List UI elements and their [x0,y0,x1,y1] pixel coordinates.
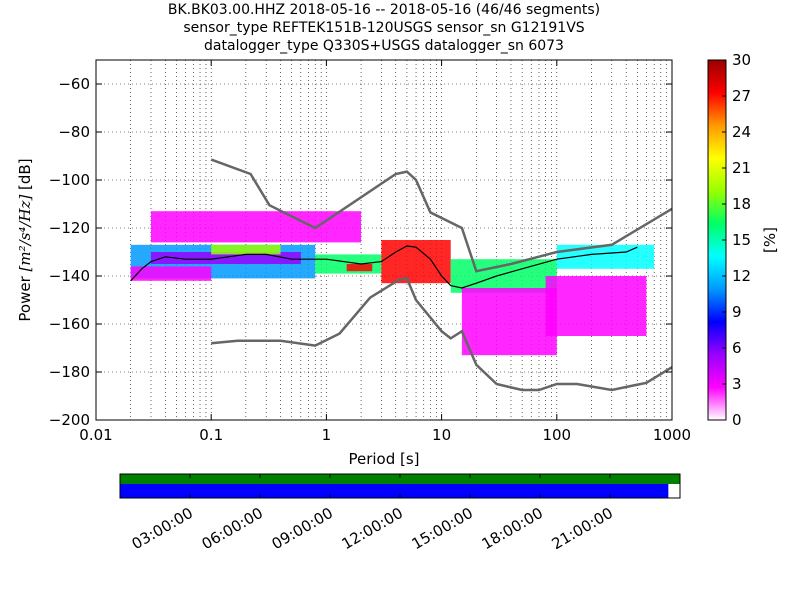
timeline-label: 12:00:00 [339,504,406,553]
density-cell [461,288,557,356]
colorbar-tick-label: 12 [732,267,751,285]
chart-title-line-1: BK.BK03.00.HHZ 2018-05-16 -- 2018-05-16 … [167,2,601,18]
colorbar-tick-label: 18 [732,195,751,213]
colorbar-tick-label: 24 [732,123,751,141]
y-tick-label: −60 [58,75,90,93]
colorbar-tick-label: 27 [732,87,751,105]
noise-model-high [210,158,672,273]
timeline-label: 15:00:00 [409,504,476,553]
x-tick-label: 0.01 [79,426,112,444]
colorbar-label: [%] [761,227,779,253]
mode-curve [130,245,638,289]
y-tick-label: −140 [49,267,90,285]
y-axis-label: Power [m²/s⁴/Hz] [dB] [16,158,34,321]
psd-density [130,211,655,356]
chart-title-line-3: datalogger_type Q330S+USGS datalogger_sn… [204,38,564,54]
noise-model-low [211,277,672,392]
colorbar-tick-label: 0 [732,411,742,429]
density-cell [346,264,373,272]
colorbar-tick-label: 6 [732,339,742,357]
timeline-bar-psd [120,484,669,498]
timeline-label: 21:00:00 [549,504,616,553]
timeline-label: 18:00:00 [479,504,546,553]
colorbar-tick-label: 15 [732,231,751,249]
timeline-label: 03:00:00 [129,504,196,553]
chart-title-line-2: sensor_type REFTEK151B-120USGS sensor_sn… [183,20,585,36]
density-cell [130,266,212,281]
density-cell [211,244,281,255]
density-cell [381,240,451,284]
plot-frame [95,59,673,421]
y-tick-label: −160 [49,315,90,333]
x-axis-label: Period [s] [348,450,419,468]
timeline-label: 06:00:00 [199,504,266,553]
timeline-bar-data [120,474,680,484]
y-tick-label: −80 [58,123,90,141]
timeline-label: 09:00:00 [269,504,336,553]
density-cell [545,276,647,336]
colorbar-tick-label: 3 [732,375,742,393]
y-tick-label: −120 [49,219,90,237]
y-tick-label: −100 [49,171,90,189]
x-tick-label: 0.1 [199,426,223,444]
y-tick-label: −200 [49,411,90,429]
x-tick-label: 100 [542,426,571,444]
x-tick-label: 10 [432,426,451,444]
density-cell [150,211,362,243]
colorbar-tick-label: 21 [732,159,751,177]
x-tick-label: 1 [322,426,332,444]
x-tick-label: 1000 [653,426,691,444]
colorbar-tick-label: 30 [732,51,751,69]
y-tick-label: −180 [49,363,90,381]
colorbar-tick-label: 9 [732,303,742,321]
